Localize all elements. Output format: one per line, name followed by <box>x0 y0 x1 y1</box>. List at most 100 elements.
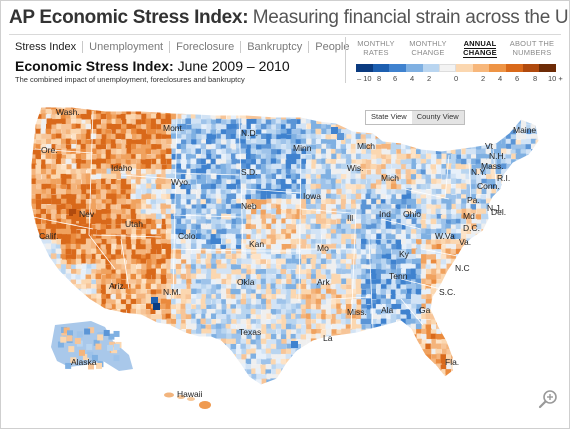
county-cell[interactable] <box>215 179 222 185</box>
county-cell[interactable] <box>366 138 372 145</box>
county-cell[interactable] <box>305 308 312 315</box>
county-cell[interactable] <box>376 204 382 210</box>
county-cell[interactable] <box>71 194 77 200</box>
county-cell[interactable] <box>186 259 192 265</box>
county-cell[interactable] <box>101 154 107 160</box>
county-cell[interactable] <box>145 208 152 215</box>
county-cell[interactable] <box>190 318 197 325</box>
county-cell[interactable] <box>481 248 487 255</box>
county-cell[interactable] <box>255 244 262 251</box>
county-cell[interactable] <box>285 254 292 260</box>
county-cell[interactable] <box>450 298 457 305</box>
county-cell[interactable] <box>420 219 427 226</box>
county-cell[interactable] <box>121 218 127 225</box>
county-cell[interactable] <box>275 278 282 285</box>
county-cell[interactable] <box>226 288 232 295</box>
county-cell[interactable] <box>406 119 413 125</box>
county-cell[interactable] <box>525 238 532 245</box>
county-cell[interactable] <box>376 314 382 321</box>
county-cell[interactable] <box>310 113 317 120</box>
county-cell[interactable] <box>345 214 352 220</box>
county-cell[interactable] <box>320 274 327 281</box>
county-cell[interactable] <box>406 243 413 250</box>
county-cell[interactable] <box>196 219 202 225</box>
county-cell[interactable] <box>306 159 312 166</box>
county-cell[interactable] <box>101 199 108 205</box>
county-cell[interactable] <box>151 178 157 185</box>
county-cell[interactable] <box>445 178 452 185</box>
county-cell[interactable] <box>181 268 187 275</box>
county-cell[interactable] <box>426 114 432 120</box>
county-cell[interactable] <box>115 249 122 256</box>
county-cell[interactable] <box>351 133 358 140</box>
county-cell[interactable] <box>206 194 212 201</box>
county-cell[interactable] <box>41 263 47 270</box>
county-cell[interactable] <box>40 179 47 185</box>
county-cell[interactable] <box>170 143 177 150</box>
county-cell[interactable] <box>135 198 142 205</box>
county-cell[interactable] <box>171 148 178 155</box>
county-cell[interactable] <box>120 124 127 130</box>
county-cell[interactable] <box>506 249 512 255</box>
county-cell[interactable] <box>181 105 187 111</box>
county-cell[interactable] <box>491 304 497 311</box>
county-cell[interactable] <box>431 113 437 120</box>
county-cell[interactable] <box>236 148 242 155</box>
county-cell[interactable] <box>341 119 348 125</box>
county-cell[interactable] <box>235 308 242 315</box>
county-cell[interactable] <box>125 288 132 295</box>
county-cell[interactable] <box>511 94 517 100</box>
county-cell[interactable] <box>245 223 252 230</box>
county-cell[interactable] <box>310 218 317 225</box>
county-cell[interactable] <box>96 213 102 220</box>
county-cell[interactable] <box>86 218 92 225</box>
county-cell[interactable] <box>50 289 57 296</box>
county-cell[interactable] <box>356 129 362 135</box>
county-cell[interactable] <box>526 134 532 140</box>
county-cell[interactable] <box>191 89 197 95</box>
county-cell[interactable] <box>226 139 232 145</box>
county-cell[interactable] <box>365 183 372 190</box>
county-cell[interactable] <box>31 114 37 121</box>
county-cell[interactable] <box>501 234 507 240</box>
county-cell[interactable] <box>286 154 292 160</box>
county-cell[interactable] <box>515 153 522 160</box>
county-cell[interactable] <box>335 298 342 305</box>
county-cell[interactable] <box>426 119 432 126</box>
county-cell[interactable] <box>111 248 117 255</box>
county-cell[interactable] <box>496 244 503 250</box>
county-cell[interactable] <box>465 114 472 120</box>
county-cell[interactable] <box>256 318 263 325</box>
county-cell[interactable] <box>346 284 352 290</box>
county-cell[interactable] <box>256 149 263 156</box>
county-cell[interactable] <box>225 239 232 245</box>
county-cell[interactable] <box>256 209 262 216</box>
county-cell[interactable] <box>251 278 258 285</box>
county-cell[interactable] <box>160 319 167 326</box>
county-cell[interactable] <box>526 169 532 175</box>
county-cell[interactable] <box>206 144 212 150</box>
county-cell[interactable] <box>516 309 522 316</box>
county-cell[interactable] <box>106 89 112 95</box>
county-cell[interactable] <box>441 168 447 175</box>
county-cell[interactable] <box>311 254 317 260</box>
county-cell[interactable] <box>96 248 102 255</box>
county-cell[interactable] <box>245 153 252 160</box>
county-cell[interactable] <box>205 183 212 190</box>
county-cell[interactable] <box>341 168 347 175</box>
county-cell[interactable] <box>191 133 197 140</box>
county-cell[interactable] <box>160 99 166 105</box>
county-cell[interactable] <box>251 183 257 190</box>
county-cell[interactable] <box>205 258 212 265</box>
county-cell[interactable] <box>31 139 37 146</box>
county-cell[interactable] <box>380 318 387 325</box>
county-cell[interactable] <box>525 183 532 190</box>
county-cell[interactable] <box>422 99 428 105</box>
county-cell[interactable] <box>367 99 373 105</box>
county-cell[interactable] <box>285 294 292 301</box>
county-cell[interactable] <box>31 239 37 245</box>
county-cell[interactable] <box>246 314 252 320</box>
county-cell[interactable] <box>301 218 307 225</box>
county-cell[interactable] <box>46 309 53 315</box>
county-cell[interactable] <box>380 258 387 265</box>
